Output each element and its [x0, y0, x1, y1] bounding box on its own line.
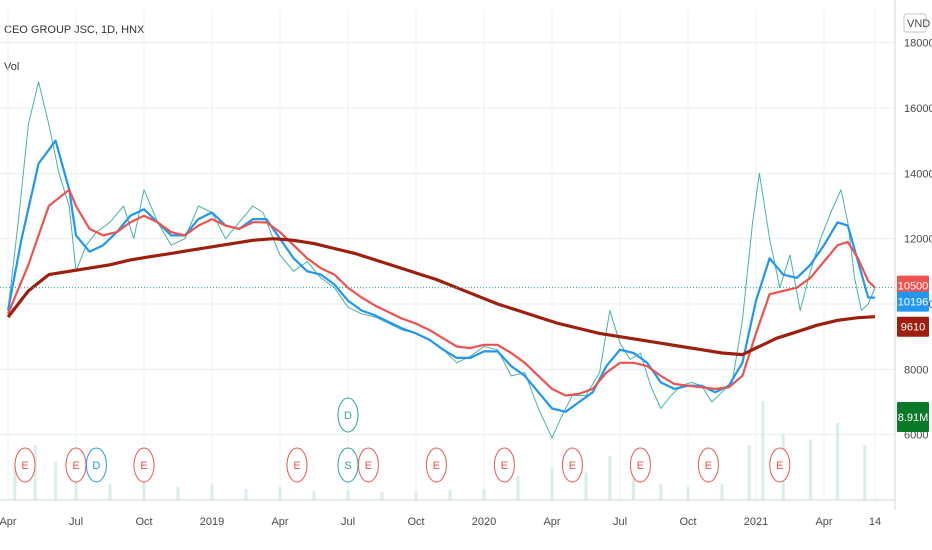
volume-bar	[720, 483, 724, 500]
volume-bar	[482, 489, 486, 500]
x-tick-label: Jul	[341, 516, 355, 528]
event-marker-earnings[interactable]	[493, 447, 515, 483]
volume-bar	[608, 456, 612, 500]
event-marker-earnings[interactable]	[286, 447, 308, 483]
volume-bar	[632, 478, 636, 500]
price-label-badge	[897, 316, 929, 337]
event-marker-label: E	[569, 460, 576, 472]
volume-bar	[550, 467, 554, 500]
volume-bar	[142, 480, 146, 500]
price-label-value: 10196	[898, 297, 929, 309]
volume-bar	[516, 475, 520, 500]
y-tick-label: 18000	[904, 38, 932, 50]
event-marker-label: E	[776, 460, 783, 472]
event-marker-dividend[interactable]	[337, 397, 359, 433]
price-label-badge	[897, 275, 929, 296]
price-labels: 10500 10196 9610 8.91M	[897, 275, 929, 432]
event-marker-earnings[interactable]	[133, 447, 155, 483]
volume-bar	[659, 483, 663, 500]
y-tick-label: 8000	[904, 364, 928, 376]
x-tick-label: Jul	[613, 516, 627, 528]
x-tick-label: Apr	[815, 516, 832, 528]
event-marker-label: S	[344, 460, 351, 472]
x-tick-label: Apr	[0, 516, 17, 528]
volume-bar	[380, 492, 384, 500]
time-axis[interactable]: Apr Jul Oct 2019 Apr Jul Oct 2020 Apr Jul Oct 2021 A…	[0, 499, 895, 528]
volume-bar	[414, 491, 418, 500]
x-tick-label: Apr	[271, 516, 288, 528]
event-marker-label: E	[637, 460, 644, 472]
volume-bar	[346, 490, 350, 500]
volume-bar	[74, 478, 78, 500]
x-tick-label: Oct	[679, 516, 696, 528]
price-label-value: 9610	[901, 322, 925, 334]
event-marker-label: E	[140, 460, 147, 472]
currency-label: VND	[907, 18, 930, 30]
x-tick-label: 14	[869, 516, 881, 528]
volume-bar	[54, 461, 58, 500]
event-marker-label: E	[501, 460, 508, 472]
event-marker-earnings[interactable]	[14, 447, 36, 483]
event-marker-label: E	[21, 460, 28, 472]
event-marker-label: E	[365, 460, 372, 472]
volume-bar	[686, 486, 690, 500]
event-marker-label: E	[72, 460, 79, 472]
event-marker-label: E	[293, 460, 300, 472]
event-marker-earnings[interactable]	[697, 447, 719, 483]
volume-bar	[33, 445, 37, 500]
volume-bars	[13, 401, 867, 500]
volume-label-value: 8.91M	[898, 412, 929, 424]
volume-bar	[747, 445, 751, 500]
event-marker-earnings[interactable]	[769, 447, 791, 483]
event-marker-label: E	[433, 460, 440, 472]
event-marker-earnings[interactable]	[629, 447, 651, 483]
x-tick-label: 2020	[472, 516, 496, 528]
y-tick-label: 6000	[904, 430, 928, 442]
event-marker-earnings[interactable]	[425, 447, 447, 483]
price-label-value: 10500	[898, 281, 929, 293]
series-price	[7, 81, 876, 439]
volume-bar	[244, 489, 248, 500]
event-marker-label: E	[705, 460, 712, 472]
volume-bar	[448, 490, 452, 500]
volume-bar	[808, 439, 812, 500]
x-tick-label: 2019	[200, 516, 224, 528]
currency-badge[interactable]	[903, 13, 927, 33]
volume-bar	[210, 484, 214, 500]
y-tick-label: 12000	[904, 234, 932, 246]
event-marker-label: D	[344, 410, 352, 422]
grid	[0, 10, 895, 500]
volume-bar	[278, 486, 282, 500]
x-tick-label: Jul	[69, 516, 83, 528]
volume-bar	[761, 401, 765, 500]
event-markers[interactable]: E E D E E S D E E E E E E E	[14, 397, 791, 483]
chart-series	[0, 81, 895, 439]
x-tick-label: Oct	[135, 516, 152, 528]
symbol-title: CEO GROUP JSC, 1D, HNX	[4, 24, 145, 36]
x-tick-label: Apr	[543, 516, 560, 528]
event-marker-label: D	[92, 460, 100, 472]
volume-bar	[312, 491, 316, 500]
y-tick-label: 14000	[904, 168, 932, 180]
volume-bar	[13, 467, 17, 500]
x-tick-label: 2021	[744, 516, 768, 528]
price-label-badge	[897, 291, 929, 312]
x-tick-label: Oct	[407, 516, 424, 528]
volume-bar	[863, 445, 867, 500]
event-marker-earnings[interactable]	[561, 447, 583, 483]
volume-label-badge	[897, 402, 929, 432]
y-tick-label: 16000	[904, 103, 932, 115]
event-marker-dividend[interactable]	[85, 447, 107, 483]
price-axis[interactable]: 600080001000012000140001600018000VND	[894, 0, 932, 510]
volume-bar	[176, 486, 180, 500]
event-marker-earnings[interactable]	[357, 447, 379, 483]
volume-bar	[836, 423, 840, 500]
volume-bar	[584, 472, 588, 500]
volume-bar	[108, 483, 112, 500]
series-ema_slow	[6, 237, 876, 357]
series-ema_mid	[6, 188, 876, 397]
